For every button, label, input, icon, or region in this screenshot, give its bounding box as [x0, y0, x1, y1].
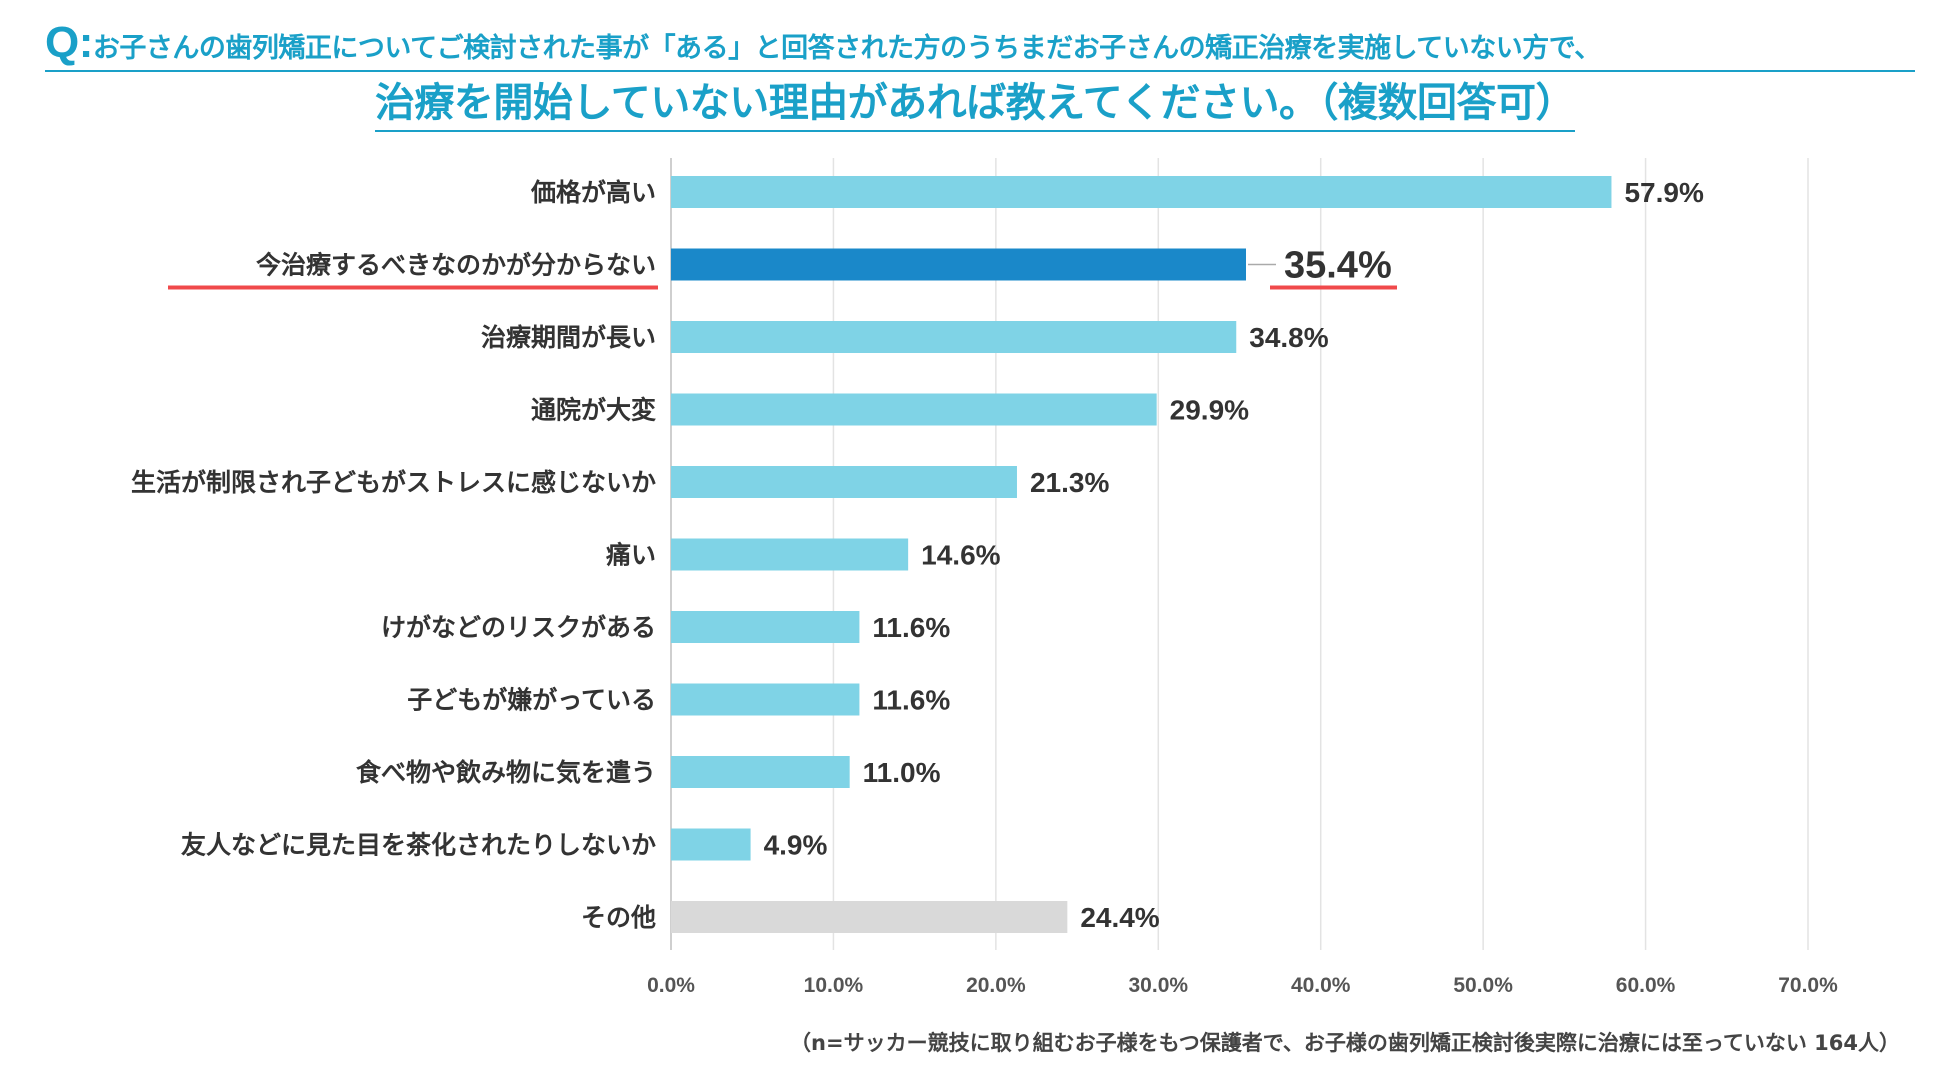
bar — [671, 901, 1068, 933]
data-label: 34.8% — [1249, 322, 1328, 353]
x-tick-label: 20.0% — [966, 974, 1026, 997]
bar — [671, 611, 860, 643]
category-label: 痛い — [606, 541, 656, 570]
question-text: お子さんの歯列矯正についてご検討された事が「ある」と回答された方のうちまだお子さ… — [92, 33, 1601, 64]
bar — [671, 466, 1017, 498]
question-title-line2: 治療を開始していない理由があれば教えてください。（複数回答可） — [0, 70, 1950, 132]
data-label: 24.4% — [1080, 902, 1159, 933]
data-label: 35.4% — [1284, 245, 1392, 287]
data-label: 11.6% — [872, 612, 950, 643]
bar — [671, 248, 1246, 281]
data-label: 11.6% — [872, 685, 950, 716]
bar — [671, 683, 860, 716]
category-label: 治療期間が長い — [481, 323, 656, 352]
bar — [671, 538, 909, 571]
data-label: 14.6% — [921, 540, 1000, 571]
category-label: その他 — [581, 903, 656, 932]
footnote: （n=サッカー競技に取り組むお子様をもつ保護者で、お子様の歯列矯正検討後実際に治… — [790, 1031, 1900, 1055]
category-label: 食べ物や飲み物に気を遣う — [356, 758, 656, 787]
question-title-line1: Q:お子さんの歯列矯正についてご検討された事が「ある」と回答された方のうちまだお… — [45, 18, 1915, 72]
category-label: 子どもが嫌がっている — [407, 686, 656, 715]
x-tick-label: 10.0% — [804, 974, 864, 997]
category-label: 友人などに見た目を茶化されたりしないか — [181, 831, 656, 860]
q-label: Q: — [45, 18, 93, 67]
category-label: 今治療するべきなのかが分からない — [256, 251, 656, 280]
bar — [671, 321, 1237, 353]
category-label: けがなどのリスクがある — [381, 613, 656, 642]
category-label: 通院が大変 — [531, 396, 656, 425]
x-tick-label: 30.0% — [1129, 974, 1189, 997]
data-label: 29.9% — [1170, 395, 1249, 426]
bar — [671, 176, 1612, 208]
question-text-main: 治療を開始していない理由があれば教えてください。（複数回答可） — [374, 70, 1576, 132]
x-tick-label: 70.0% — [1778, 974, 1838, 997]
data-label: 21.3% — [1030, 467, 1109, 498]
data-label: 4.9% — [764, 830, 828, 861]
x-tick-label: 40.0% — [1291, 974, 1351, 997]
x-tick-label: 0.0% — [647, 974, 695, 997]
category-label: 価格が高い — [530, 178, 656, 207]
bar — [671, 393, 1157, 426]
data-label: 11.0% — [863, 757, 941, 788]
x-tick-label: 50.0% — [1453, 974, 1513, 997]
bar — [671, 828, 751, 861]
category-label: 生活が制限され子どもがストレスに感じないか — [131, 468, 656, 497]
data-label: 57.9% — [1624, 177, 1703, 208]
bar — [671, 756, 850, 788]
x-tick-label: 60.0% — [1616, 974, 1676, 997]
